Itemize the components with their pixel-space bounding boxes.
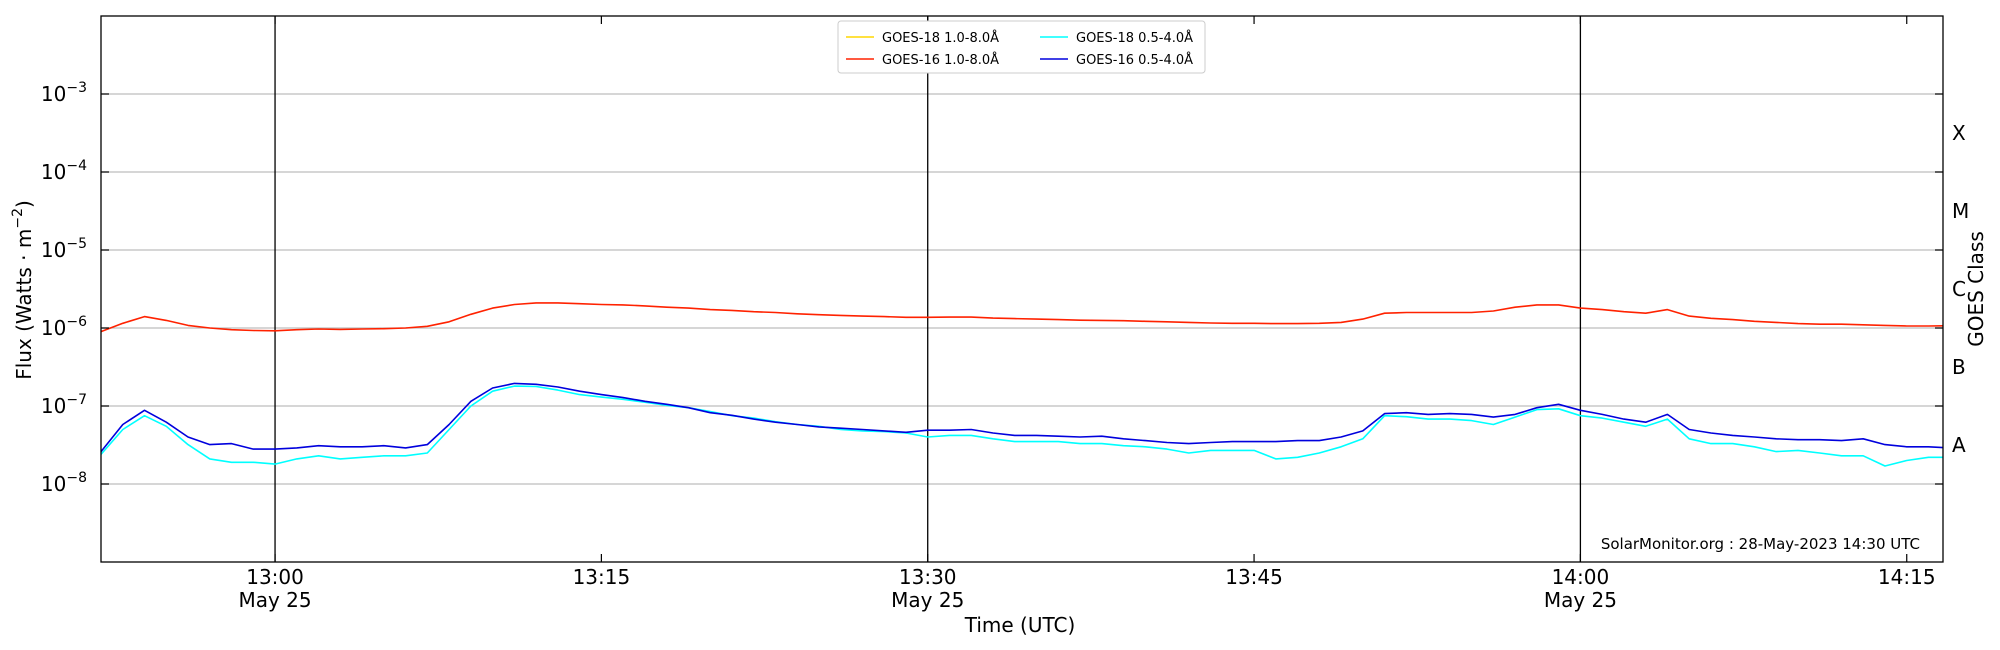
y-tick-label-1e-4: 10−4	[41, 158, 87, 184]
x-tick-label-90: 13:30	[899, 565, 957, 589]
x-tick-label-180: 14:00	[1552, 565, 1610, 589]
y-tick-label-1e-6: 10−6	[41, 314, 87, 340]
credit-text: SolarMonitor.org : 28-May-2023 14:30 UTC	[1601, 535, 1920, 553]
x-tick-label-225: 14:15	[1878, 565, 1936, 589]
x-tick-label-0: 13:00	[246, 565, 304, 589]
y-tick-label-1e-3: 10−3	[41, 80, 87, 106]
x-axis-label: Time (UTC)	[964, 613, 1076, 637]
goes-class-label-c: C	[1952, 277, 1966, 301]
axes-frame	[100, 15, 1944, 563]
goes-class-label-m: M	[1952, 199, 1969, 223]
y-tick-exponent: −4	[66, 158, 87, 174]
x-tick-label-45: 13:15	[573, 565, 631, 589]
legend-label-goes16-long: GOES-16 1.0-8.0Å	[882, 52, 999, 68]
series-line-goes-18-0-5-4-0	[101, 385, 1943, 467]
y-tick-exponent: −3	[66, 80, 87, 96]
y-tick-base: 10	[41, 82, 66, 106]
y-tick-exponent: −7	[66, 392, 87, 408]
series-line-goes-16-1-0-8-0	[101, 302, 1943, 333]
goes-class-label-a: A	[1952, 433, 1966, 457]
y-axis-label-exponent: −2	[10, 208, 26, 229]
goes-class-axis-label: GOES Class	[1964, 231, 1988, 347]
y-tick-label-1e-5: 10−5	[41, 236, 87, 262]
y-tick-base: 10	[41, 316, 66, 340]
legend-label-goes18-long: GOES-18 1.0-8.0Å	[882, 30, 999, 46]
goes-class-label-b: B	[1952, 355, 1966, 379]
y-tick-exponent: −6	[66, 314, 87, 330]
y-axis-label: Flux (Watts · m−2)	[10, 200, 36, 380]
y-tick-exponent: −5	[66, 236, 87, 252]
goes-class-label-x: X	[1952, 121, 1966, 145]
y-axis-label-main: Flux (Watts · m	[12, 229, 36, 380]
legend-label-goes18-short: GOES-18 0.5-4.0Å	[1076, 30, 1193, 46]
legend: GOES-18 1.0-8.0Å GOES-16 1.0-8.0Å GOES-1…	[837, 20, 1206, 74]
y-tick-base: 10	[41, 472, 66, 496]
series-line-goes-16-0-5-4-0	[101, 382, 1943, 453]
x-tick-date-0: May 25	[238, 588, 311, 612]
y-axis-label-close: )	[12, 200, 36, 208]
y-tick-label-1e-7: 10−7	[41, 392, 87, 418]
x-tick-date-90: May 25	[891, 588, 964, 612]
x-tick-label-135: 13:45	[1225, 565, 1283, 589]
y-tick-base: 10	[41, 160, 66, 184]
y-tick-exponent: −8	[66, 470, 87, 486]
legend-label-goes16-short: GOES-16 0.5-4.0Å	[1076, 52, 1193, 68]
x-tick-date-180: May 25	[1544, 588, 1617, 612]
y-tick-label-1e-8: 10−8	[41, 470, 87, 496]
y-tick-base: 10	[41, 238, 66, 262]
y-tick-base: 10	[41, 394, 66, 418]
legend-frame	[837, 20, 1206, 74]
